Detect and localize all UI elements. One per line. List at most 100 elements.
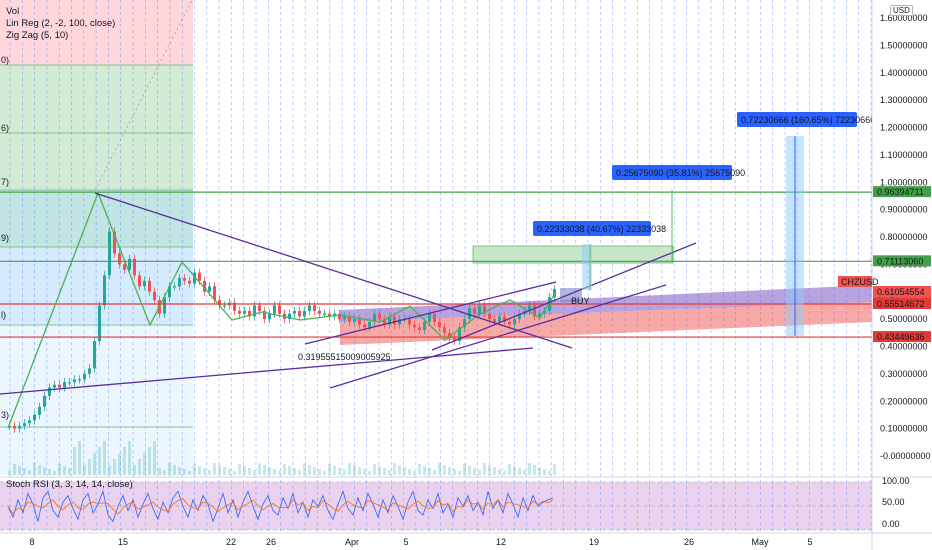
- candle-body: [123, 264, 126, 270]
- stoch-d-line: [7, 498, 554, 515]
- indicator-linreg[interactable]: Lin Reg (2, -2, 100, close): [6, 18, 116, 29]
- volume-bar: [378, 466, 381, 475]
- candle-body: [453, 338, 456, 342]
- fib-zone-teal: [0, 190, 193, 247]
- volume-bar: [413, 471, 416, 475]
- candle-body: [263, 310, 266, 320]
- volume-bar: [518, 468, 521, 475]
- measure-label-text: 0.72230666 (160.65%) 72230666: [741, 115, 875, 125]
- candle-body: [518, 313, 521, 320]
- volume-bar: [13, 464, 16, 475]
- volume-bar: [153, 441, 156, 475]
- price-tick-label: -0.00000000: [880, 451, 931, 461]
- time-tick-label: 8: [29, 537, 34, 547]
- volume-bar: [8, 471, 11, 475]
- candle-body: [43, 395, 46, 407]
- volume-bar: [508, 464, 511, 475]
- fib-edge-label: 9): [1, 233, 9, 243]
- candle-body: [103, 275, 106, 306]
- candle-body: [238, 310, 241, 314]
- volume-bar: [103, 441, 106, 475]
- price-label-box: [873, 255, 931, 267]
- candle-body: [233, 302, 236, 311]
- volume-bar: [218, 465, 221, 475]
- volume-bar: [373, 464, 376, 475]
- volume-bar: [423, 466, 426, 475]
- price-label-box: [873, 186, 931, 198]
- candle-body: [348, 316, 351, 322]
- candle-body: [68, 382, 71, 384]
- volume-bar: [443, 465, 446, 475]
- candle-body: [363, 324, 366, 328]
- volume-bar: [458, 471, 461, 475]
- price-label-text: 0.71113060: [877, 256, 923, 266]
- candle-body: [338, 313, 341, 320]
- candle-body: [418, 327, 421, 331]
- candle-body: [138, 275, 141, 287]
- candle-body: [143, 280, 146, 287]
- volume-bar: [363, 469, 366, 475]
- candle-body: [33, 414, 36, 421]
- volume-bar: [408, 469, 411, 475]
- candle-body: [358, 319, 361, 325]
- time-tick-label: 15: [118, 537, 128, 547]
- volume-bar: [253, 470, 256, 475]
- volume-bar: [503, 471, 506, 475]
- volume-bar: [283, 464, 286, 475]
- candle-body: [328, 313, 331, 317]
- volume-bar: [233, 471, 236, 475]
- candle-body: [378, 313, 381, 320]
- volume-bar: [493, 467, 496, 475]
- trendline-ascending-lower: [329, 284, 667, 389]
- projection-dashed-line: [94, 0, 193, 191]
- volume-bar: [348, 463, 351, 475]
- candle-body: [133, 258, 136, 276]
- candle-body: [48, 387, 51, 396]
- volume-bar: [523, 470, 526, 475]
- stoch-tick-label: 100.00: [882, 476, 910, 486]
- price-tick-label: 0.50000000: [880, 314, 928, 324]
- candle-body: [38, 406, 41, 415]
- volume-bar: [418, 464, 421, 475]
- volume-bar: [468, 466, 471, 475]
- candle-body: [108, 231, 111, 276]
- zigzag-line: [7, 191, 557, 429]
- volume-bar: [48, 469, 51, 475]
- volume-bar: [43, 467, 46, 475]
- volume-bar: [338, 468, 341, 475]
- trendline-descending: [94, 192, 573, 349]
- volume-bar: [23, 468, 26, 475]
- candle-body: [248, 310, 251, 317]
- volume-bar: [123, 447, 126, 475]
- candle-body: [323, 313, 326, 315]
- price-label-box: [873, 298, 931, 310]
- candle-body: [93, 341, 96, 369]
- price-tick-label: 0.90000000: [880, 205, 928, 215]
- indicator-stoch-rsi[interactable]: Stoch RSI (3, 3, 14, 14, close): [6, 479, 133, 490]
- stoch-tick-label: 0.00: [882, 519, 900, 529]
- price-tick-label: 1.10000000: [880, 150, 928, 160]
- time-tick-label: May: [751, 537, 769, 547]
- candle-body: [458, 327, 461, 342]
- indicator-zigzag[interactable]: Zig Zag (5, 10): [6, 30, 69, 41]
- currency-label[interactable]: USD: [890, 5, 913, 16]
- candle-body: [543, 310, 546, 314]
- candle-body: [413, 324, 416, 328]
- price-tick-label: 0.80000000: [880, 232, 928, 242]
- fib-edge-label: 3): [1, 410, 9, 420]
- candle-body: [178, 278, 181, 287]
- price-label-text: 0.96394711: [877, 187, 924, 197]
- volume-bar: [343, 470, 346, 475]
- indicator-vol[interactable]: Vol: [6, 6, 20, 17]
- volume-bar: [383, 468, 386, 475]
- volume-bar: [263, 465, 266, 475]
- price-tick-label: 1.30000000: [880, 95, 928, 105]
- candle-body: [223, 305, 226, 307]
- channel-zone-red: [340, 302, 872, 345]
- volume-bar: [18, 466, 21, 475]
- volume-bar: [83, 465, 86, 475]
- measure-label-text: 0.22333038 (40.67%) 22333038: [537, 224, 666, 234]
- candle-body: [203, 280, 206, 292]
- candle-body: [293, 310, 296, 314]
